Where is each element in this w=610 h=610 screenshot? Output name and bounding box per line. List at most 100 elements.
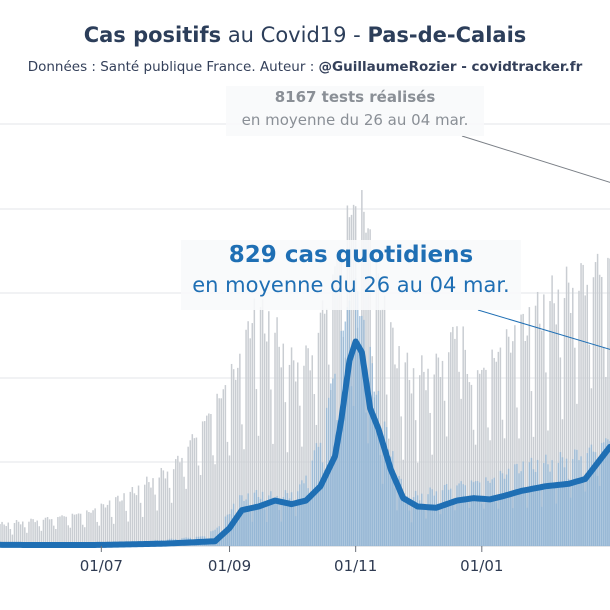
tests-bar xyxy=(266,341,268,546)
cases-bar xyxy=(278,510,280,546)
cases-bar xyxy=(433,495,435,546)
tests-bar xyxy=(584,295,586,546)
tests-bar xyxy=(249,338,251,546)
tests-bar xyxy=(75,514,78,546)
cases-area xyxy=(0,341,610,546)
tests-bar xyxy=(164,478,167,546)
tests-bar xyxy=(406,352,409,546)
cases-bar xyxy=(412,497,415,546)
cases-bar xyxy=(437,503,440,546)
tests-bar xyxy=(257,435,260,546)
tests-bar xyxy=(270,389,272,546)
cases-bar xyxy=(543,463,545,546)
cases-bar xyxy=(458,483,460,546)
tests-bar xyxy=(84,527,86,546)
tests-bar xyxy=(218,398,220,546)
tests-bar xyxy=(528,307,531,546)
tests-bar xyxy=(189,440,191,546)
cases-bar xyxy=(354,278,357,546)
tests-bar xyxy=(9,528,12,546)
tests-bar xyxy=(454,338,456,546)
tests-bar xyxy=(443,400,446,546)
tests-bar xyxy=(507,336,510,546)
cases-bar xyxy=(538,486,541,546)
tests-annotation-value: 8167 tests réalisés xyxy=(274,88,436,106)
cases-bar xyxy=(344,321,347,546)
cases-bar xyxy=(311,460,313,546)
tests-bar xyxy=(559,357,562,546)
tests-bar xyxy=(112,523,115,546)
cases-bar xyxy=(249,512,251,546)
tests-bar xyxy=(11,534,14,546)
cases-bar xyxy=(408,510,411,546)
tests-bar xyxy=(460,398,462,546)
cases-bar xyxy=(352,405,355,546)
cases-bar xyxy=(284,490,287,546)
cases-bar xyxy=(299,484,301,546)
cases-bar xyxy=(588,447,591,546)
tests-bar xyxy=(493,357,495,546)
tests-bar xyxy=(563,298,566,546)
tests-bar xyxy=(526,335,529,546)
tests-bar xyxy=(582,264,584,546)
cases-bar xyxy=(423,506,425,546)
cases-bar xyxy=(483,508,485,546)
cases-bar xyxy=(600,442,603,546)
tests-bar xyxy=(569,312,572,546)
tests-bar xyxy=(28,521,30,546)
cases-bar xyxy=(549,471,551,546)
tests-bar xyxy=(538,323,541,546)
tests-bar xyxy=(390,322,392,546)
tests-bar xyxy=(598,274,601,546)
tests-bar xyxy=(549,301,551,546)
tests-bar xyxy=(232,369,235,546)
cases-bar xyxy=(309,498,311,546)
tests-bar xyxy=(441,360,444,546)
tests-bar xyxy=(574,347,576,546)
tests-bar xyxy=(150,487,152,546)
cases-bar xyxy=(375,394,378,546)
tests-bar xyxy=(94,508,96,546)
tests-bar xyxy=(425,390,427,546)
cases-bar xyxy=(346,307,349,546)
cases-bar xyxy=(282,497,285,546)
tests-bar xyxy=(303,365,305,546)
cases-bar xyxy=(563,467,566,546)
cases-bar xyxy=(565,458,568,546)
tests-bar xyxy=(272,443,274,546)
cases-bar xyxy=(288,498,291,546)
tests-bar xyxy=(170,502,173,546)
tests-bar xyxy=(276,317,278,546)
cases-bar xyxy=(514,464,516,546)
cases-bar xyxy=(476,481,479,546)
cases-bar xyxy=(251,521,254,546)
tests-bar xyxy=(247,321,249,546)
cases-annotation-value: 829 cas quotidiens xyxy=(228,242,474,268)
tests-bar xyxy=(102,504,105,546)
tests-bar xyxy=(512,341,514,546)
tests-bar xyxy=(214,464,216,546)
tests-bar xyxy=(13,523,16,546)
tests-bar xyxy=(414,420,417,546)
x-tick-label: 01/11 xyxy=(334,557,377,575)
tests-bar xyxy=(433,374,435,546)
tests-bar xyxy=(154,494,156,546)
tests-bar xyxy=(600,276,603,546)
tests-bar xyxy=(553,303,555,546)
cases-bar xyxy=(586,453,588,546)
cases-bar xyxy=(234,517,237,546)
cases-bar xyxy=(392,451,394,546)
tests-bar xyxy=(462,326,464,546)
cases-bar xyxy=(340,330,342,546)
tests-bar xyxy=(63,516,65,546)
cases-bar xyxy=(524,491,526,546)
tests-bar xyxy=(137,485,140,546)
cases-bar xyxy=(321,462,324,546)
tests-bar xyxy=(524,340,526,546)
cases-bar xyxy=(605,438,607,546)
tests-bar xyxy=(185,488,187,546)
cases-bar xyxy=(404,503,407,546)
tests-bar xyxy=(450,332,452,546)
tests-bar xyxy=(505,329,508,546)
tests-bar xyxy=(470,384,473,546)
